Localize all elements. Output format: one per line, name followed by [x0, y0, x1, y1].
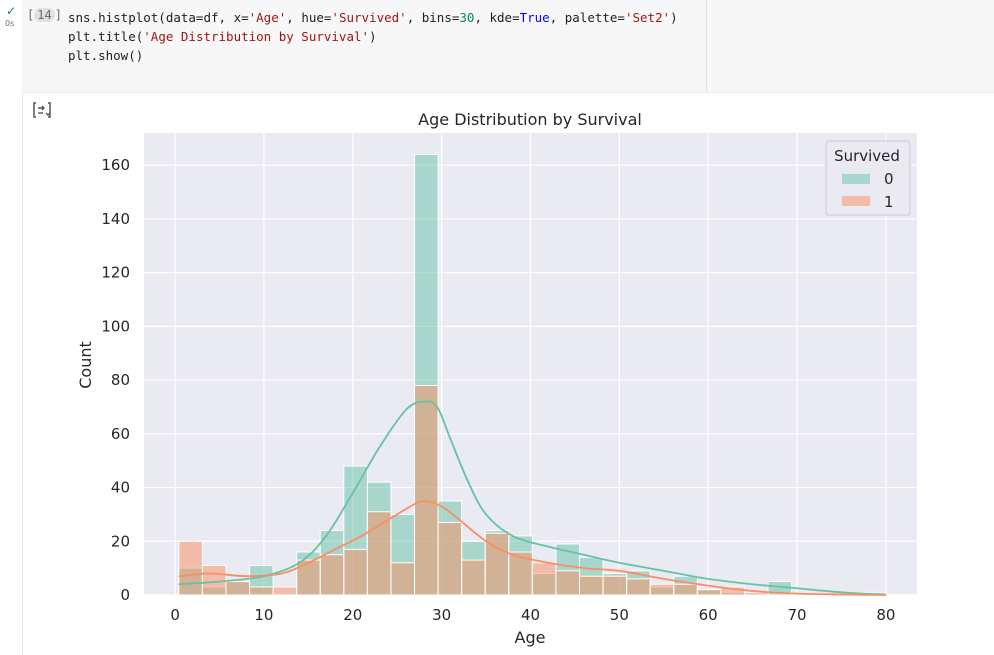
- code-divider: [706, 0, 707, 92]
- cell-gutter: ✓ 0s: [0, 0, 23, 655]
- x-tick-label: 10: [254, 606, 273, 624]
- x-tick-labels: 0 10 20 30 40 50 60 70 80: [170, 606, 895, 624]
- x-tick-label: 20: [343, 606, 362, 624]
- x-tick-label: 60: [699, 606, 718, 624]
- x-tick-label: 80: [876, 606, 895, 624]
- code-editor[interactable]: sns.histplot(data=df, x='Age', hue='Surv…: [68, 8, 678, 65]
- y-tick-label: 120: [101, 264, 130, 282]
- bar-survived-1: [225, 581, 251, 596]
- bar-survived-1: [696, 589, 722, 596]
- bar-survived-1: [437, 521, 463, 596]
- bar-survived-1: [178, 540, 203, 596]
- code-line-1: sns.histplot(data=df, x='Age', hue='Surv…: [68, 10, 678, 25]
- legend-swatch-1: [842, 196, 870, 206]
- bar-survived-1: [743, 591, 769, 596]
- y-tick-label: 100: [101, 317, 130, 335]
- chart-title: Age Distribution by Survival: [418, 110, 642, 129]
- execution-count[interactable]: [14]: [27, 8, 62, 22]
- bar-survived-1: [249, 586, 274, 596]
- bar-survived-1: [390, 562, 416, 596]
- output-toggle-icon[interactable]: [31, 99, 53, 121]
- bar-survived-1: [626, 578, 651, 596]
- y-tick-label: 40: [111, 479, 130, 497]
- kde-line-survived-1: [178, 500, 886, 596]
- y-tick-label: 80: [111, 371, 130, 389]
- bar-survived-1: [366, 511, 392, 596]
- legend: Survived 0 1: [825, 140, 911, 216]
- bar-survived-1: [296, 559, 321, 596]
- legend-swatch-0: [842, 174, 870, 184]
- y-tick-label: 0: [120, 586, 130, 604]
- age-histogram-chart: Age Distribution by Survival 0 10 20 30 40 50…: [76, 110, 917, 647]
- bar-survived-1: [649, 583, 675, 596]
- x-tick-label: 70: [788, 606, 807, 624]
- kde-line-survived-0: [178, 400, 886, 596]
- legend-label-0: 0: [884, 170, 894, 188]
- bar-survived-1: [319, 554, 345, 596]
- bar-survived-1: [201, 564, 227, 596]
- execution-count-number: 14: [34, 8, 55, 22]
- y-tick-label: 60: [111, 425, 130, 443]
- y-tick-label: 160: [101, 156, 130, 174]
- x-tick-label: 50: [610, 606, 629, 624]
- code-line-2: plt.title('Age Distribution by Survival'…: [68, 29, 377, 44]
- code-cell[interactable]: [22, 0, 994, 93]
- code-line-3: plt.show(): [68, 48, 144, 63]
- x-tick-label: 30: [432, 606, 451, 624]
- y-axis-label: Count: [76, 341, 95, 389]
- bar-survived-1: [579, 575, 604, 596]
- bar-survived-1: [531, 562, 557, 596]
- bar-survived-1: [272, 586, 298, 596]
- grid: [144, 133, 917, 596]
- bar-survived-1: [555, 570, 581, 596]
- x-tick-label: 40: [521, 606, 540, 624]
- bar-survived-1: [343, 548, 368, 596]
- x-tick-label: 0: [170, 606, 180, 624]
- x-axis-label: Age: [515, 628, 546, 647]
- y-tick-label: 20: [111, 532, 130, 550]
- legend-label-1: 1: [884, 193, 894, 211]
- y-tick-label: 140: [101, 210, 130, 228]
- run-time: 0s: [5, 19, 15, 28]
- kde-curves: [178, 400, 886, 596]
- check-icon: ✓: [6, 4, 17, 18]
- bar-survived-1: [414, 384, 439, 596]
- bar-survived-1: [461, 559, 486, 596]
- y-tick-labels: 0 20 40 60 80 100 120 140 160: [101, 156, 130, 604]
- bar-survived-1: [602, 575, 628, 596]
- bar-survived-1: [673, 583, 698, 596]
- legend-title: Survived: [834, 147, 900, 165]
